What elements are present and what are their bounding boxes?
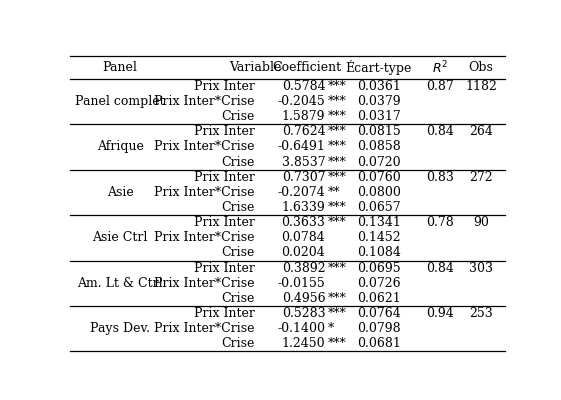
Text: ***: *** [328,262,346,274]
Text: Crise: Crise [222,156,255,168]
Text: Prix Inter: Prix Inter [194,171,255,184]
Text: Écart-type: Écart-type [346,60,412,75]
Text: *: * [328,322,334,335]
Text: 0.5784: 0.5784 [282,80,325,93]
Text: 0.0621: 0.0621 [357,292,401,305]
Text: 0.1341: 0.1341 [357,216,401,229]
Text: 0.5283: 0.5283 [282,307,325,320]
Text: Crise: Crise [222,292,255,305]
Text: ***: *** [328,171,346,184]
Text: Prix Inter*Crise: Prix Inter*Crise [154,231,255,244]
Text: 0.0204: 0.0204 [282,246,325,260]
Text: Asie Ctrl: Asie Ctrl [93,231,148,244]
Text: 0.0695: 0.0695 [357,262,401,274]
Text: 0.3633: 0.3633 [282,216,325,229]
Text: 0.78: 0.78 [426,216,453,229]
Text: Pays Dev.: Pays Dev. [90,322,150,335]
Text: Prix Inter*Crise: Prix Inter*Crise [154,140,255,154]
Text: ***: *** [328,110,346,123]
Text: ***: *** [328,201,346,214]
Text: -0.2074: -0.2074 [278,186,325,199]
Text: ***: *** [328,156,346,168]
Text: 90: 90 [473,216,489,229]
Text: 0.0760: 0.0760 [357,171,401,184]
Text: 0.84: 0.84 [426,262,454,274]
Text: Coefficient: Coefficient [273,61,342,74]
Text: ***: *** [328,292,346,305]
Text: 0.0858: 0.0858 [357,140,401,154]
Text: Prix Inter*Crise: Prix Inter*Crise [154,277,255,290]
Text: Crise: Crise [222,201,255,214]
Text: Panel complet: Panel complet [75,95,165,108]
Text: Crise: Crise [222,110,255,123]
Text: Prix Inter: Prix Inter [194,80,255,93]
Text: 0.84: 0.84 [426,125,454,138]
Text: Am. Lt & Ctrl: Am. Lt & Ctrl [77,277,163,290]
Text: 0.3892: 0.3892 [282,262,325,274]
Text: 1.6339: 1.6339 [282,201,325,214]
Text: 1.2450: 1.2450 [282,337,325,350]
Text: Prix Inter: Prix Inter [194,125,255,138]
Text: 0.0720: 0.0720 [357,156,401,168]
Text: 272: 272 [469,171,493,184]
Text: ***: *** [328,140,346,154]
Text: Crise: Crise [222,246,255,260]
Text: 264: 264 [469,125,493,138]
Text: **: ** [328,186,340,199]
Text: ***: *** [328,337,346,350]
Text: 0.0764: 0.0764 [357,307,401,320]
Text: 1182: 1182 [465,80,497,93]
Text: 0.0379: 0.0379 [357,95,401,108]
Text: ***: *** [328,95,346,108]
Text: 0.7307: 0.7307 [282,171,325,184]
Text: Prix Inter: Prix Inter [194,216,255,229]
Text: ***: *** [328,307,346,320]
Text: -0.1400: -0.1400 [277,322,325,335]
Text: 0.0681: 0.0681 [357,337,401,350]
Text: -0.6491: -0.6491 [278,140,325,154]
Text: Prix Inter*Crise: Prix Inter*Crise [154,186,255,199]
Text: -0.0155: -0.0155 [278,277,325,290]
Text: Prix Inter: Prix Inter [194,262,255,274]
Text: 0.0726: 0.0726 [357,277,401,290]
Text: 0.0657: 0.0657 [357,201,401,214]
Text: 303: 303 [469,262,493,274]
Text: Prix Inter*Crise: Prix Inter*Crise [154,322,255,335]
Text: Afrique: Afrique [96,140,144,154]
Text: 0.94: 0.94 [426,307,453,320]
Text: 253: 253 [469,307,493,320]
Text: ***: *** [328,80,346,93]
Text: 0.0361: 0.0361 [357,80,401,93]
Text: 1.5879: 1.5879 [282,110,325,123]
Text: -0.2045: -0.2045 [278,95,325,108]
Text: Variable: Variable [229,61,281,74]
Text: $R^2$: $R^2$ [431,60,448,76]
Text: Prix Inter: Prix Inter [194,307,255,320]
Text: Asie: Asie [107,186,134,199]
Text: 0.1452: 0.1452 [357,231,401,244]
Text: 3.8537: 3.8537 [282,156,325,168]
Text: 0.7624: 0.7624 [282,125,325,138]
Text: 0.83: 0.83 [426,171,454,184]
Text: 0.1084: 0.1084 [357,246,401,260]
Text: Crise: Crise [222,337,255,350]
Text: 0.0800: 0.0800 [357,186,401,199]
Text: 0.0798: 0.0798 [357,322,401,335]
Text: 0.0784: 0.0784 [282,231,325,244]
Text: ***: *** [328,125,346,138]
Text: 0.0317: 0.0317 [357,110,401,123]
Text: 0.4956: 0.4956 [282,292,325,305]
Text: ***: *** [328,216,346,229]
Text: Obs: Obs [468,61,494,74]
Text: Panel: Panel [103,61,137,74]
Text: 0.87: 0.87 [426,80,453,93]
Text: Prix Inter*Crise: Prix Inter*Crise [154,95,255,108]
Text: 0.0815: 0.0815 [357,125,401,138]
